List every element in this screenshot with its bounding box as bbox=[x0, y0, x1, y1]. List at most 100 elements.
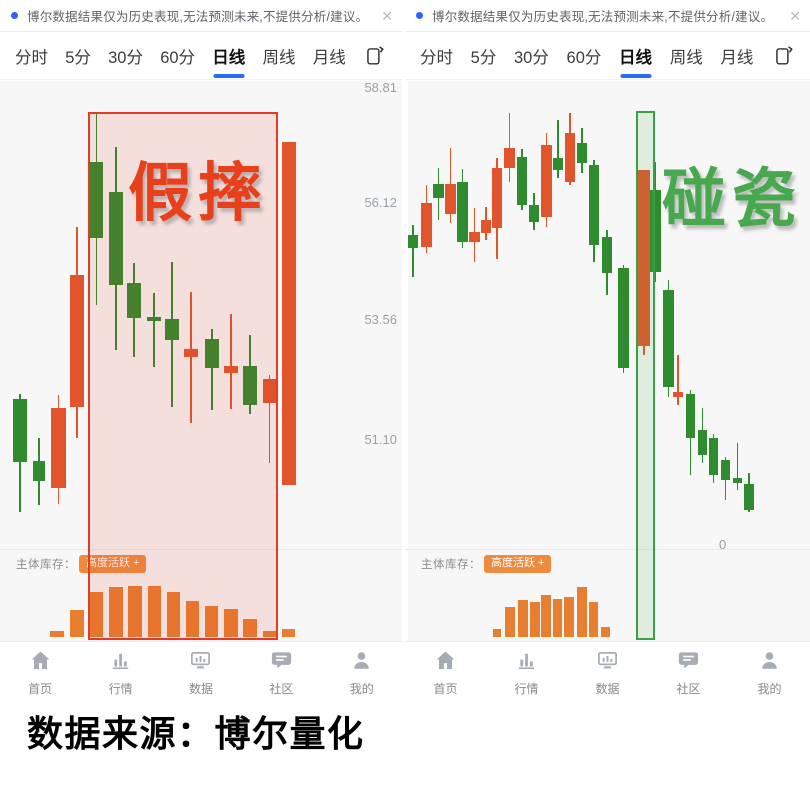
tab-daily[interactable]: 日线 bbox=[619, 31, 652, 81]
candle-body bbox=[709, 438, 718, 475]
tab-monthly[interactable]: 月线 bbox=[720, 48, 754, 67]
tab-monthly[interactable]: 月线 bbox=[312, 48, 346, 67]
candle-body bbox=[721, 460, 730, 480]
candle-body bbox=[529, 205, 539, 222]
nav-item-home[interactable]: 首页 bbox=[414, 649, 478, 697]
inventory-badge[interactable]: 高度活跃 + bbox=[79, 555, 147, 573]
nav-item-quotes[interactable]: 行情 bbox=[89, 649, 153, 697]
tab-fenshi[interactable]: 分时 bbox=[15, 48, 48, 67]
nav-item-community[interactable]: 社区 bbox=[657, 649, 721, 697]
nav-item-label: 社区 bbox=[676, 682, 701, 696]
close-icon[interactable]: ✕ bbox=[789, 7, 801, 24]
caption-data-source: 数据来源：博尔量化 bbox=[27, 713, 365, 754]
nav-item-label: 首页 bbox=[28, 682, 53, 696]
axis-price-label: 53.56 bbox=[364, 312, 397, 327]
tab-weekly[interactable]: 周线 bbox=[262, 48, 296, 67]
candle-body bbox=[698, 430, 707, 455]
candle-body bbox=[577, 143, 587, 163]
candle-body bbox=[243, 366, 257, 405]
axis-zero-label: 0 bbox=[719, 537, 727, 552]
candle-body bbox=[504, 148, 515, 168]
nav-item-data[interactable]: 数据 bbox=[576, 649, 640, 697]
nav-item-profile[interactable]: 我的 bbox=[330, 649, 394, 697]
quotes-icon bbox=[515, 649, 538, 677]
left-screenshot-panel: 博尔数据结果仅为历史表现,无法预测未来,不提供分析/建议。 ✕ 分时 5分 30分 60分… bbox=[0, 0, 402, 700]
candle-body bbox=[686, 394, 695, 438]
volume-bar bbox=[493, 629, 501, 637]
nav-item-label: 行情 bbox=[108, 682, 133, 696]
candle-body bbox=[13, 399, 27, 462]
volume-bar bbox=[601, 627, 610, 637]
volume-bar bbox=[186, 601, 199, 637]
candle-body bbox=[638, 170, 650, 346]
candle-body bbox=[457, 182, 468, 242]
inventory-badge[interactable]: 高度活跃 + bbox=[484, 555, 552, 573]
nav-item-community[interactable]: 社区 bbox=[249, 649, 313, 697]
inventory-label: 主体库存： bbox=[16, 559, 76, 571]
inventory-row: 主体库存： 高度活跃 + bbox=[421, 555, 552, 573]
candle-body bbox=[481, 220, 491, 233]
tab-60min[interactable]: 60分 bbox=[160, 48, 196, 67]
data-icon bbox=[596, 649, 619, 677]
inventory-label: 主体库存： bbox=[421, 559, 481, 571]
volume-bar bbox=[128, 586, 142, 637]
volume-bar bbox=[109, 587, 123, 637]
tab-weekly[interactable]: 周线 bbox=[669, 48, 703, 67]
nav-item-quotes[interactable]: 行情 bbox=[495, 649, 559, 697]
candle-body bbox=[421, 203, 432, 247]
candle-body bbox=[109, 192, 123, 285]
candle-body bbox=[492, 168, 502, 228]
candle-wick bbox=[412, 225, 414, 277]
community-icon bbox=[677, 649, 700, 677]
candle-body bbox=[408, 235, 418, 248]
tab-5min[interactable]: 5分 bbox=[470, 48, 497, 67]
volume-bar bbox=[589, 602, 598, 637]
nav-item-data[interactable]: 数据 bbox=[169, 649, 233, 697]
highlight-rectangle bbox=[88, 112, 278, 640]
candle-wick bbox=[557, 120, 559, 178]
candle-body bbox=[147, 317, 161, 321]
candle-wick bbox=[190, 292, 192, 423]
nav-item-profile[interactable]: 我的 bbox=[738, 649, 802, 697]
volume-bar bbox=[205, 606, 218, 637]
tab-60min[interactable]: 60分 bbox=[566, 48, 602, 67]
candle-body bbox=[602, 237, 612, 273]
nav-item-label: 社区 bbox=[269, 682, 294, 696]
volume-bar bbox=[577, 587, 587, 637]
tab-30min[interactable]: 30分 bbox=[108, 48, 143, 67]
close-icon[interactable]: ✕ bbox=[381, 7, 393, 24]
profile-icon bbox=[758, 649, 781, 677]
candle-wick bbox=[211, 329, 213, 410]
axis-price-label: 51.10 bbox=[364, 432, 397, 447]
tab-daily[interactable]: 日线 bbox=[212, 31, 245, 81]
volume-bar bbox=[167, 592, 180, 637]
nav-item-home[interactable]: 首页 bbox=[8, 649, 72, 697]
candle-body bbox=[165, 319, 179, 340]
candle-body bbox=[263, 379, 276, 403]
tab-30min[interactable]: 30分 bbox=[514, 48, 549, 67]
candle-wick bbox=[153, 293, 155, 367]
volume-bar bbox=[148, 586, 161, 637]
volume-bar bbox=[564, 597, 574, 637]
rotate-screen-icon[interactable] bbox=[363, 44, 387, 68]
annotation-text: 碰瓷 bbox=[662, 163, 802, 235]
home-icon bbox=[434, 649, 457, 677]
nav-item-label: 行情 bbox=[514, 682, 539, 696]
candle-body bbox=[553, 158, 563, 170]
candle-body bbox=[51, 408, 66, 488]
volume-bar bbox=[553, 599, 562, 637]
candle-body bbox=[70, 275, 84, 407]
candle-body bbox=[33, 461, 45, 481]
tab-fenshi[interactable]: 分时 bbox=[420, 48, 453, 67]
rotate-screen-icon[interactable] bbox=[771, 44, 795, 68]
tab-5min[interactable]: 5分 bbox=[65, 48, 91, 67]
candle-body bbox=[733, 478, 742, 483]
axis-price-label: 58.81 bbox=[364, 80, 397, 95]
bullet-dot-icon bbox=[11, 12, 18, 19]
volume-bar bbox=[224, 609, 238, 637]
candle-body bbox=[565, 133, 575, 182]
notice-bar: 博尔数据结果仅为历史表现,无法预测未来,不提供分析/建议。 ✕ bbox=[0, 0, 402, 32]
candle-body bbox=[90, 162, 103, 238]
volume-bar bbox=[243, 619, 257, 637]
period-tab-bar: 分时 5分 30分 60分 日线 周线 月线 bbox=[405, 32, 810, 80]
